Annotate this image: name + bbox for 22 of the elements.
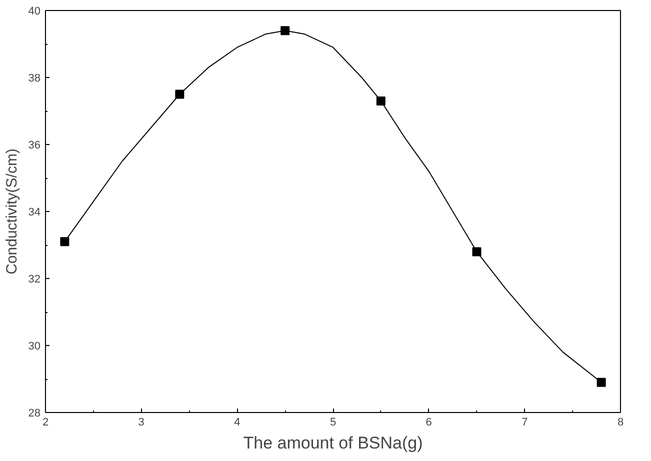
x-tick-label: 7 [522,416,528,428]
x-tick-label: 3 [138,416,144,428]
y-tick-label: 34 [28,206,41,218]
y-tick-label: 30 [28,340,41,352]
x-tick-label: 5 [330,416,336,428]
point [376,96,386,106]
x-tick-label: 4 [234,416,240,428]
x-tick-label: 8 [617,416,624,428]
y-tick-label: 36 [28,140,41,152]
point [280,26,290,36]
y-tick-label: 28 [28,408,41,420]
x-axis-title: The amount of BSNa(g) [243,434,423,452]
y-tick-label: 40 [28,6,41,18]
y-tick-label: 38 [28,72,41,84]
x-tick-label: 6 [426,416,432,428]
point [175,90,184,99]
point [60,237,70,246]
x-tick-label: 2 [42,416,49,428]
y-axis-title: Conductivity(S/cm) [3,148,20,274]
point [472,247,482,256]
y-tick-label: 32 [28,274,41,286]
point [596,378,606,387]
